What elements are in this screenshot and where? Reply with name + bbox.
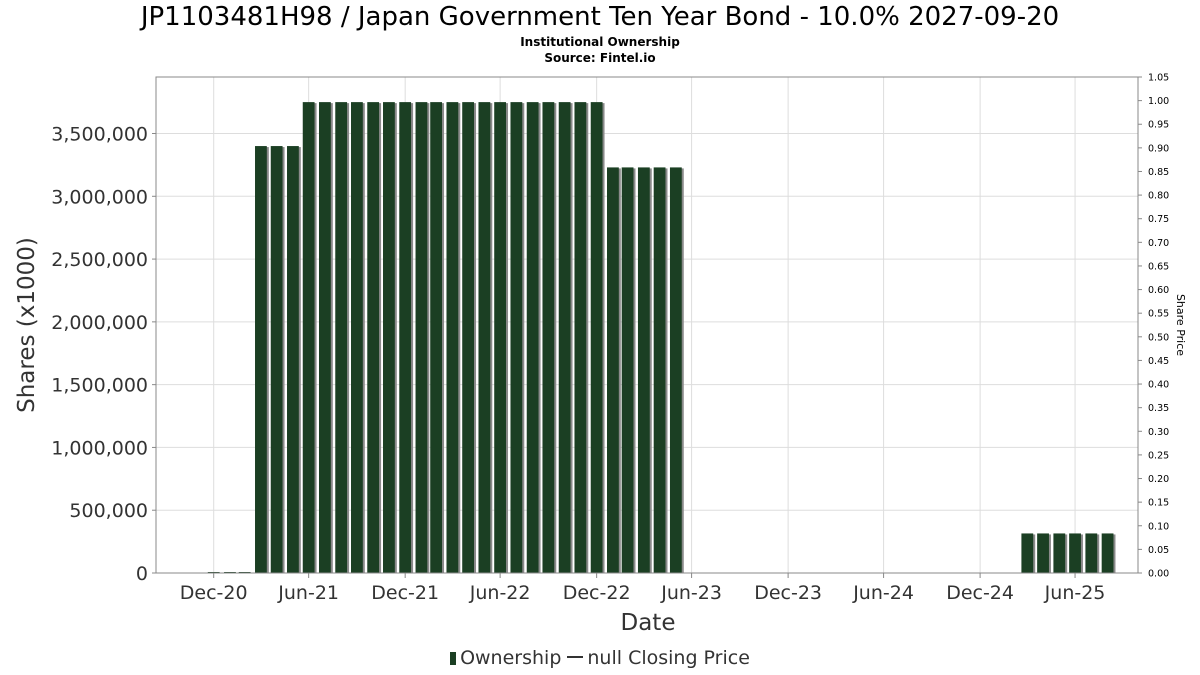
ownership-bar (430, 102, 445, 573)
y2-tick-label: 0.45 (1148, 356, 1169, 367)
ownership-bar (383, 102, 397, 573)
y-axis-title: Shares (x1000) (14, 237, 40, 413)
y2-tick-label: 0.55 (1148, 309, 1169, 320)
y-tick-label: 1,500,000 (51, 375, 148, 397)
y2-tick-label: 0.15 (1148, 498, 1169, 509)
ownership-bar (1085, 533, 1100, 573)
ownership-bar (558, 102, 573, 573)
ownership-bar (590, 102, 605, 573)
y2-tick-label: 0.25 (1148, 450, 1169, 461)
x-tick-label: Dec-22 (563, 582, 631, 604)
ownership-legend-swatch (450, 652, 457, 665)
ownership-bar (270, 146, 285, 573)
y-tick-label: 1,000,000 (51, 437, 148, 459)
price-legend-label: null Closing Price (587, 647, 750, 669)
chart-legend: Ownership null Closing Price (0, 647, 1200, 669)
y-tick-label: 3,000,000 (51, 186, 148, 208)
y2-tick-label: 0.20 (1148, 474, 1169, 485)
x-tick-label: Jun-23 (660, 582, 722, 604)
ownership-bar (319, 102, 333, 573)
ownership-legend-label: Ownership (460, 647, 562, 669)
ownership-bar (399, 102, 414, 573)
y2-tick-label: 0.30 (1148, 427, 1169, 438)
y2-tick-label: 0.85 (1148, 167, 1169, 178)
ownership-bar (637, 167, 652, 573)
y-tick-label: 2,000,000 (51, 312, 148, 334)
y2-tick-label: 0.40 (1148, 380, 1169, 391)
x-tick-label: Dec-23 (754, 582, 822, 604)
x-tick-label: Jun-25 (1044, 582, 1106, 604)
ownership-bar (351, 102, 365, 573)
y-tick-label: 3,500,000 (51, 124, 148, 146)
ownership-bar (446, 102, 461, 573)
y2-tick-label: 1.05 (1148, 73, 1169, 84)
ownership-bar (287, 146, 301, 573)
ownership-bar (542, 102, 557, 573)
chart-subtitle: Institutional Ownership (520, 35, 680, 49)
ownership-bar (1037, 533, 1051, 573)
x-tick-label: Jun-21 (277, 582, 339, 604)
ownership-bar (302, 102, 317, 573)
y2-tick-label: 0.50 (1148, 332, 1169, 343)
ownership-bar (494, 102, 509, 573)
plot-frame (155, 76, 1139, 574)
ownership-bar (510, 102, 525, 573)
chart-title: JP1103481H98 / Japan Government Ten Year… (140, 2, 1060, 32)
y2-tick-label: 0.60 (1148, 285, 1169, 296)
ownership-bar (255, 146, 269, 573)
ownership-bar (653, 167, 668, 573)
ownership-bar (462, 102, 477, 573)
ownership-bar (367, 102, 382, 573)
y2-tick-label: 0.65 (1148, 261, 1169, 272)
y2-tick-label: 0.90 (1148, 143, 1169, 154)
y2-tick-label: 0.70 (1148, 238, 1169, 249)
ownership-bar (335, 102, 350, 573)
ownership-bar (415, 102, 430, 573)
y2-tick-label: 0.80 (1148, 191, 1169, 202)
y2-axis-title: Share Price (1174, 294, 1187, 356)
y-tick-label: 0 (136, 563, 148, 585)
y-tick-label: 500,000 (69, 500, 148, 522)
ownership-bar (1069, 533, 1083, 573)
chart-source: Source: Fintel.io (544, 51, 656, 65)
price-legend-swatch (567, 656, 584, 658)
x-tick-label: Jun-22 (469, 582, 531, 604)
ownership-bar (621, 167, 636, 573)
x-tick-label: Dec-21 (371, 582, 439, 604)
ownership-bar (1053, 533, 1068, 573)
ownership-bar (574, 102, 589, 573)
y2-tick-label: 0.95 (1148, 120, 1169, 131)
y2-tick-label: 0.10 (1148, 521, 1169, 532)
y2-tick-label: 0.75 (1148, 214, 1169, 225)
x-tick-label: Dec-24 (946, 582, 1014, 604)
ownership-bar (526, 102, 541, 573)
x-tick-label: Jun-24 (852, 582, 914, 604)
ownership-bar (1101, 533, 1116, 573)
y-tick-label: 2,500,000 (51, 249, 148, 271)
x-axis-title: Date (621, 610, 676, 636)
x-tick-label: Dec-20 (180, 582, 248, 604)
ownership-bar (1021, 533, 1036, 573)
ownership-bar (478, 102, 493, 573)
ownership-bar (669, 167, 684, 573)
ownership-bar (607, 167, 621, 573)
y2-tick-label: 0.05 (1148, 545, 1169, 556)
y2-tick-label: 0.35 (1148, 403, 1169, 414)
y2-tick-label: 1.00 (1148, 96, 1169, 107)
y2-tick-label: 0.00 (1148, 569, 1169, 580)
